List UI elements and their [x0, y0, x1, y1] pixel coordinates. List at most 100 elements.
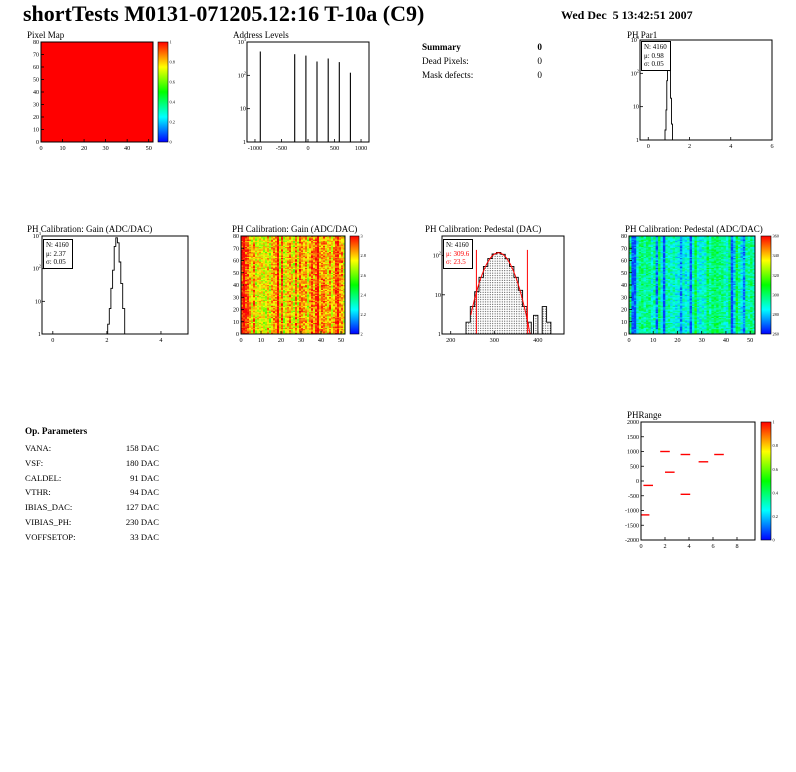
summary-block: Summary 0 Dead Pixels: 0 Mask defects: 0 [422, 42, 542, 84]
ph-par1-title: PH Par1 [627, 30, 658, 40]
op-row: CALDEL: 91 DAC [25, 473, 159, 483]
svg-text:103: 103 [33, 231, 42, 240]
op-row: VIBIAS_PH: 230 DAC [25, 517, 159, 527]
op-value: 94 DAC [130, 487, 159, 498]
svg-text:103: 103 [238, 37, 247, 46]
svg-text:50: 50 [338, 337, 344, 344]
op-value: 180 DAC [125, 457, 159, 468]
stats-sigma: σ: 0.05 [644, 60, 664, 68]
op-label: VIBIAS_PH: [25, 516, 72, 527]
svg-text:-1000: -1000 [248, 145, 262, 152]
svg-text:0.2: 0.2 [170, 120, 175, 125]
op-label: VSF: [25, 457, 44, 468]
op-row: VOFFSETOP: 33 DAC [25, 532, 159, 542]
op-row: IBIAS_DAC: 127 DAC [25, 502, 159, 512]
stats-mean: μ: 309.6 [446, 249, 470, 258]
op-label: IBIAS_DAC: [25, 502, 73, 513]
svg-text:40: 40 [318, 337, 324, 344]
svg-text:2: 2 [105, 337, 108, 344]
op-parameters-block: Op. Parameters VANA: 158 DAC VSF: 180 DA… [25, 426, 159, 547]
svg-text:10: 10 [35, 298, 41, 305]
summary-label: Mask defects: [422, 70, 474, 80]
op-parameters-heading: Op. Parameters [25, 426, 88, 436]
op-row: VTHR: 94 DAC [25, 487, 159, 497]
svg-text:80: 80 [233, 234, 239, 240]
svg-text:4: 4 [159, 337, 162, 344]
summary-value: 0 [537, 56, 542, 66]
svg-text:10: 10 [59, 145, 65, 152]
stats-sigma: σ: 23.5 [446, 258, 466, 266]
svg-text:70: 70 [33, 53, 39, 59]
svg-text:0: 0 [39, 145, 42, 152]
svg-text:20: 20 [233, 308, 239, 314]
svg-text:2.4: 2.4 [361, 292, 367, 297]
page-title: shortTests M0131-071205.12:16 T-10a (C9) [23, 1, 425, 26]
svg-text:0: 0 [647, 143, 650, 150]
summary-value: 0 [537, 70, 542, 80]
svg-text:0: 0 [306, 145, 309, 152]
stats-entries: N: 4160 [644, 43, 667, 51]
pixel-map-panel: Pixel Map 0 10 20 30 40 50 0 10 20 30 40 50 60 70 80 1 0… [25, 30, 195, 160]
pedestal-stats-box: N: 4160 μ: 309.6 σ: 23.5 [443, 239, 474, 269]
svg-text:102: 102 [33, 264, 41, 273]
svg-text:30: 30 [103, 145, 109, 152]
svg-text:1: 1 [438, 331, 441, 338]
op-label: CALDEL: [25, 472, 62, 483]
gain-hist-panel: PH Calibration: Gain (ADC/DAC) N: 4160 μ… [20, 222, 205, 354]
svg-text:70: 70 [233, 246, 239, 252]
op-value: 158 DAC [125, 443, 159, 453]
op-value: 127 DAC [125, 502, 159, 513]
svg-text:2.8: 2.8 [361, 253, 366, 258]
svg-text:50: 50 [233, 271, 239, 277]
svg-text:0: 0 [170, 140, 172, 145]
svg-text:0: 0 [51, 337, 54, 344]
summary-label: Dead Pixels: [422, 56, 469, 66]
svg-text:60: 60 [233, 259, 239, 265]
stats-entries: N: 4160 [46, 241, 69, 249]
svg-text:20: 20 [33, 115, 39, 121]
gain-map-chart: 0 10 20 30 40 50 0 10 20 30 40 50 60 70 80 3 2.8 2.6 2.4 2.… [233, 234, 367, 344]
ph-range-panel: PHRange 0 2 4 6 8 2000 1500 1000 500 0 -500 -1000 -1… [613, 408, 795, 556]
op-label: VANA: [25, 443, 52, 453]
svg-text:0.6: 0.6 [170, 80, 176, 85]
svg-text:10: 10 [633, 104, 639, 111]
ph-range-chart: 0 2 4 6 82000150010005000-500-1000-1500-2000… [625, 420, 779, 550]
gain-stats-box: N: 4160 μ: 2.37 σ: 0.05 [43, 239, 73, 269]
svg-text:10: 10 [233, 320, 239, 326]
svg-text:1000: 1000 [355, 145, 367, 152]
svg-text:10: 10 [33, 128, 39, 134]
pedestal-hist-title: PH Calibration: Pedestal (DAC) [425, 224, 542, 234]
pedestal-hist-panel: PH Calibration: Pedestal (DAC) N: 4160 μ… [420, 222, 572, 354]
address-levels-panel: Address Levels -1000 -500 0 500 1000 103 102 10… [225, 30, 375, 160]
svg-text:6: 6 [770, 143, 773, 150]
svg-text:2.2: 2.2 [361, 312, 366, 317]
ph-par1-stats-box: N: 4160 μ: 0.98 σ: 0.05 [641, 41, 671, 71]
svg-text:1: 1 [38, 331, 41, 338]
gain-hist-title: PH Calibration: Gain (ADC/DAC) [27, 224, 153, 234]
svg-text:102: 102 [238, 70, 246, 79]
svg-text:10: 10 [258, 337, 264, 344]
svg-text:1: 1 [170, 40, 172, 45]
svg-text:30: 30 [233, 295, 239, 301]
timestamp: Wed Dec 5 13:42:51 2007 [561, 8, 693, 22]
svg-text:1: 1 [243, 139, 246, 146]
svg-text:10: 10 [240, 106, 246, 113]
op-value: 33 DAC [130, 531, 159, 542]
svg-text:20: 20 [81, 145, 87, 152]
svg-text:500: 500 [330, 145, 339, 152]
svg-text:40: 40 [124, 145, 130, 152]
op-row: VANA: 158 DAC [25, 443, 159, 453]
summary-row: Dead Pixels: 0 [422, 56, 542, 66]
svg-text:0: 0 [236, 332, 239, 338]
svg-text:4: 4 [729, 143, 732, 150]
pedestal-map-panel: PH Calibration: Pedestal (ADC/DAC) 0 10 20… [613, 222, 795, 354]
svg-text:400: 400 [533, 337, 542, 344]
stats-mean: μ: 0.98 [644, 51, 664, 60]
svg-text:20: 20 [278, 337, 284, 344]
svg-text:1: 1 [636, 137, 639, 144]
ph-par1-panel: PH Par1 N: 4160 μ: 0.98 σ: 0.05 0 2 4 6 103 1… [618, 28, 796, 160]
summary-heading: Summary [422, 42, 461, 52]
